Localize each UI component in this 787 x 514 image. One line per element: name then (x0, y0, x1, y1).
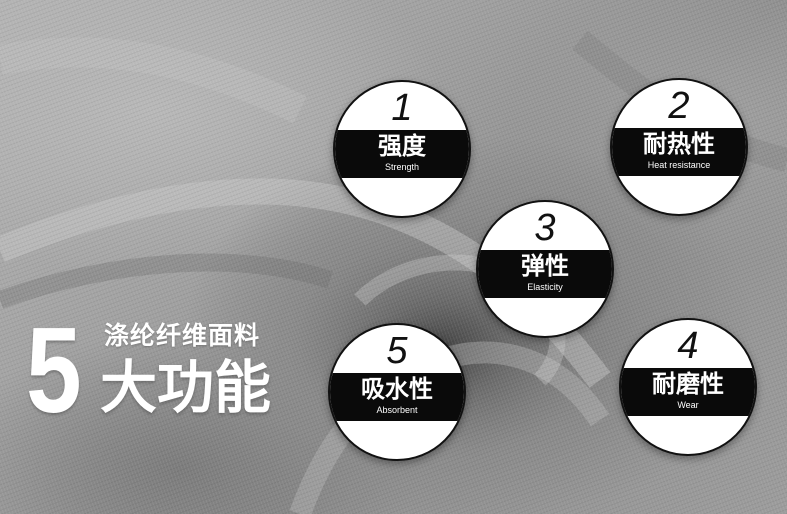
badge-label: 耐热性 (643, 130, 715, 158)
badge-sublabel: Heat resistance (647, 160, 711, 170)
badge-sublabel: Absorbent (376, 405, 418, 415)
feature-badge-heat-resistance: 2 耐热性 Heat resistance (610, 78, 748, 216)
feature-badge-strength: 1 强度 Strength (333, 80, 471, 218)
badge-band: 强度 Strength (335, 130, 469, 178)
badge-number: 2 (668, 85, 690, 127)
badge-label: 吸水性 (361, 375, 433, 403)
badge-sublabel: Elasticity (527, 282, 563, 292)
badge-number: 1 (391, 87, 413, 129)
badge-sublabel: Wear (677, 400, 699, 410)
badge-band: 弹性 Elasticity (478, 250, 612, 298)
badge-band: 吸水性 Absorbent (330, 373, 464, 421)
badge-number: 3 (534, 207, 556, 249)
badge-number: 5 (386, 330, 408, 372)
badge-label: 强度 (378, 132, 426, 160)
badge-sublabel: Strength (384, 162, 420, 172)
badge-label: 弹性 (521, 252, 569, 280)
feature-badge-absorbent: 5 吸水性 Absorbent (328, 323, 466, 461)
badge-band: 耐热性 Heat resistance (612, 128, 746, 176)
feature-badge-elasticity: 3 弹性 Elasticity (476, 200, 614, 338)
badge-number: 4 (677, 325, 699, 367)
headline-title: 大功能 (100, 355, 271, 421)
headline-number: 5 (26, 302, 82, 438)
headline-subtitle: 涤纶纤维面料 (104, 321, 261, 350)
badge-label: 耐磨性 (652, 370, 724, 398)
feature-badge-wear: 4 耐磨性 Wear (619, 318, 757, 456)
badge-band: 耐磨性 Wear (621, 368, 755, 416)
